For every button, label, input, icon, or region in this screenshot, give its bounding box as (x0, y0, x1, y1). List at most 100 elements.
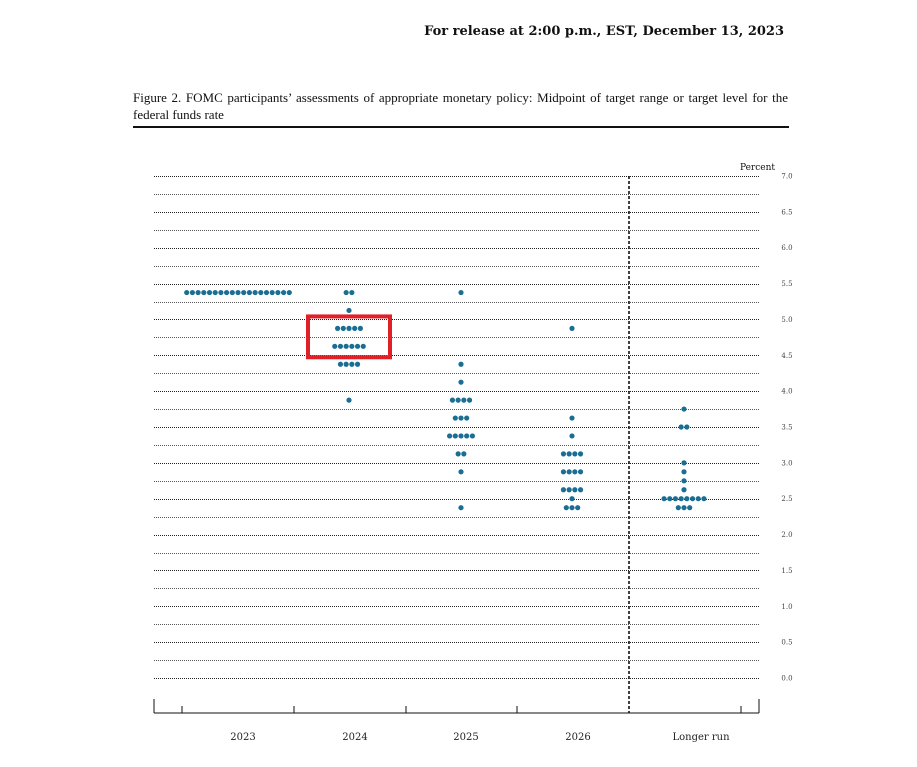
participant-dot (184, 289, 190, 296)
participant-dot (218, 289, 224, 296)
participant-dot (681, 406, 687, 412)
participant-dot (458, 379, 464, 385)
x-category-label: 2025 (453, 732, 478, 743)
participant-dot (349, 361, 355, 367)
participant-dot (449, 397, 456, 403)
participant-dot (684, 496, 690, 502)
participant-dot (566, 469, 572, 475)
participant-dot (346, 397, 352, 403)
participant-dot (235, 289, 241, 296)
participant-dot (569, 415, 575, 421)
participant-dot (569, 505, 575, 511)
x-category-label: Longer run (672, 732, 730, 743)
participant-dot (241, 289, 247, 296)
participant-dot (343, 343, 349, 349)
participant-dot (343, 289, 349, 296)
y-tick-label: 6.5 (781, 208, 792, 216)
participant-dot (352, 325, 358, 331)
x-category-label: 2024 (342, 732, 367, 743)
y-tick-label: 1.5 (781, 567, 792, 575)
participant-dot (695, 496, 701, 502)
participant-dot (343, 361, 349, 367)
participant-dot (672, 496, 679, 502)
participant-dot (337, 361, 344, 367)
y-unit-label: Percent (740, 163, 775, 173)
participant-dot (360, 343, 366, 349)
participant-dot (458, 469, 464, 475)
participant-dot (560, 487, 567, 493)
participant-dot (572, 487, 578, 493)
participant-dot (458, 433, 464, 439)
participant-dot (469, 433, 475, 439)
participant-dot (246, 289, 252, 296)
participant-dot (452, 415, 458, 421)
participant-dot (335, 325, 341, 331)
participant-dot (569, 496, 575, 502)
y-tick-label: 6.0 (781, 244, 792, 252)
participant-dot (461, 451, 467, 457)
y-tick-label: 4.0 (781, 388, 792, 396)
participant-dot (577, 469, 584, 475)
participant-dot (332, 343, 338, 349)
participant-dot (447, 433, 453, 439)
participant-dot (464, 433, 470, 439)
participant-dot (340, 325, 346, 331)
participant-dot (452, 433, 458, 439)
participant-dot (563, 505, 569, 511)
participant-dot (678, 496, 684, 502)
highlight-box (306, 314, 392, 360)
participant-dot (455, 397, 461, 403)
participant-dot (286, 289, 292, 296)
x-category-label: 2023 (230, 732, 255, 743)
participant-dot (201, 289, 207, 296)
participant-dot (661, 496, 667, 502)
participant-dot (675, 505, 681, 511)
participant-dot (458, 415, 464, 421)
participant-dot (569, 325, 575, 331)
y-tick-label: 3.5 (781, 424, 792, 432)
participant-dot (455, 451, 461, 457)
participant-dot (349, 289, 355, 296)
participant-dot (577, 451, 584, 457)
participant-dot (189, 289, 195, 296)
participant-dot (458, 289, 464, 296)
participant-dot (263, 289, 270, 296)
caption-rule (133, 126, 789, 128)
participant-dot (560, 451, 567, 457)
participant-dot (560, 469, 567, 475)
participant-dot (678, 424, 684, 430)
participant-dot (681, 460, 687, 466)
participant-dot (667, 496, 673, 502)
participant-dot (206, 289, 213, 296)
figure-caption: Figure 2. FOMC participants’ assessments… (133, 90, 788, 122)
participant-dot (346, 325, 352, 331)
participant-dot (346, 307, 352, 314)
participant-dot (684, 424, 690, 430)
participant-dot (681, 505, 687, 511)
participant-dot (354, 361, 361, 367)
participant-dot (229, 289, 235, 296)
participant-dot (269, 289, 275, 296)
participant-dot (464, 415, 470, 421)
y-tick-label: 0.5 (781, 639, 792, 647)
participant-dot (458, 505, 464, 511)
participant-dot (337, 343, 344, 349)
y-tick-label: 1.0 (781, 603, 792, 611)
participant-dot (258, 289, 264, 296)
participant-dot (572, 469, 578, 475)
y-tick-label: 2.5 (781, 495, 792, 503)
participant-dot (572, 451, 578, 457)
participant-dot (357, 325, 363, 331)
y-tick-label: 5.0 (781, 316, 792, 324)
participant-dot (569, 433, 575, 439)
y-tick-label: 2.0 (781, 531, 792, 539)
participant-dot (681, 478, 687, 484)
participant-dot (354, 343, 361, 349)
participant-dot (224, 289, 230, 296)
y-tick-label: 0.0 (781, 675, 792, 683)
y-tick-label: 4.5 (781, 352, 792, 360)
participant-dot (681, 487, 687, 493)
y-tick-label: 3.0 (781, 459, 792, 467)
participant-dot (195, 289, 201, 296)
